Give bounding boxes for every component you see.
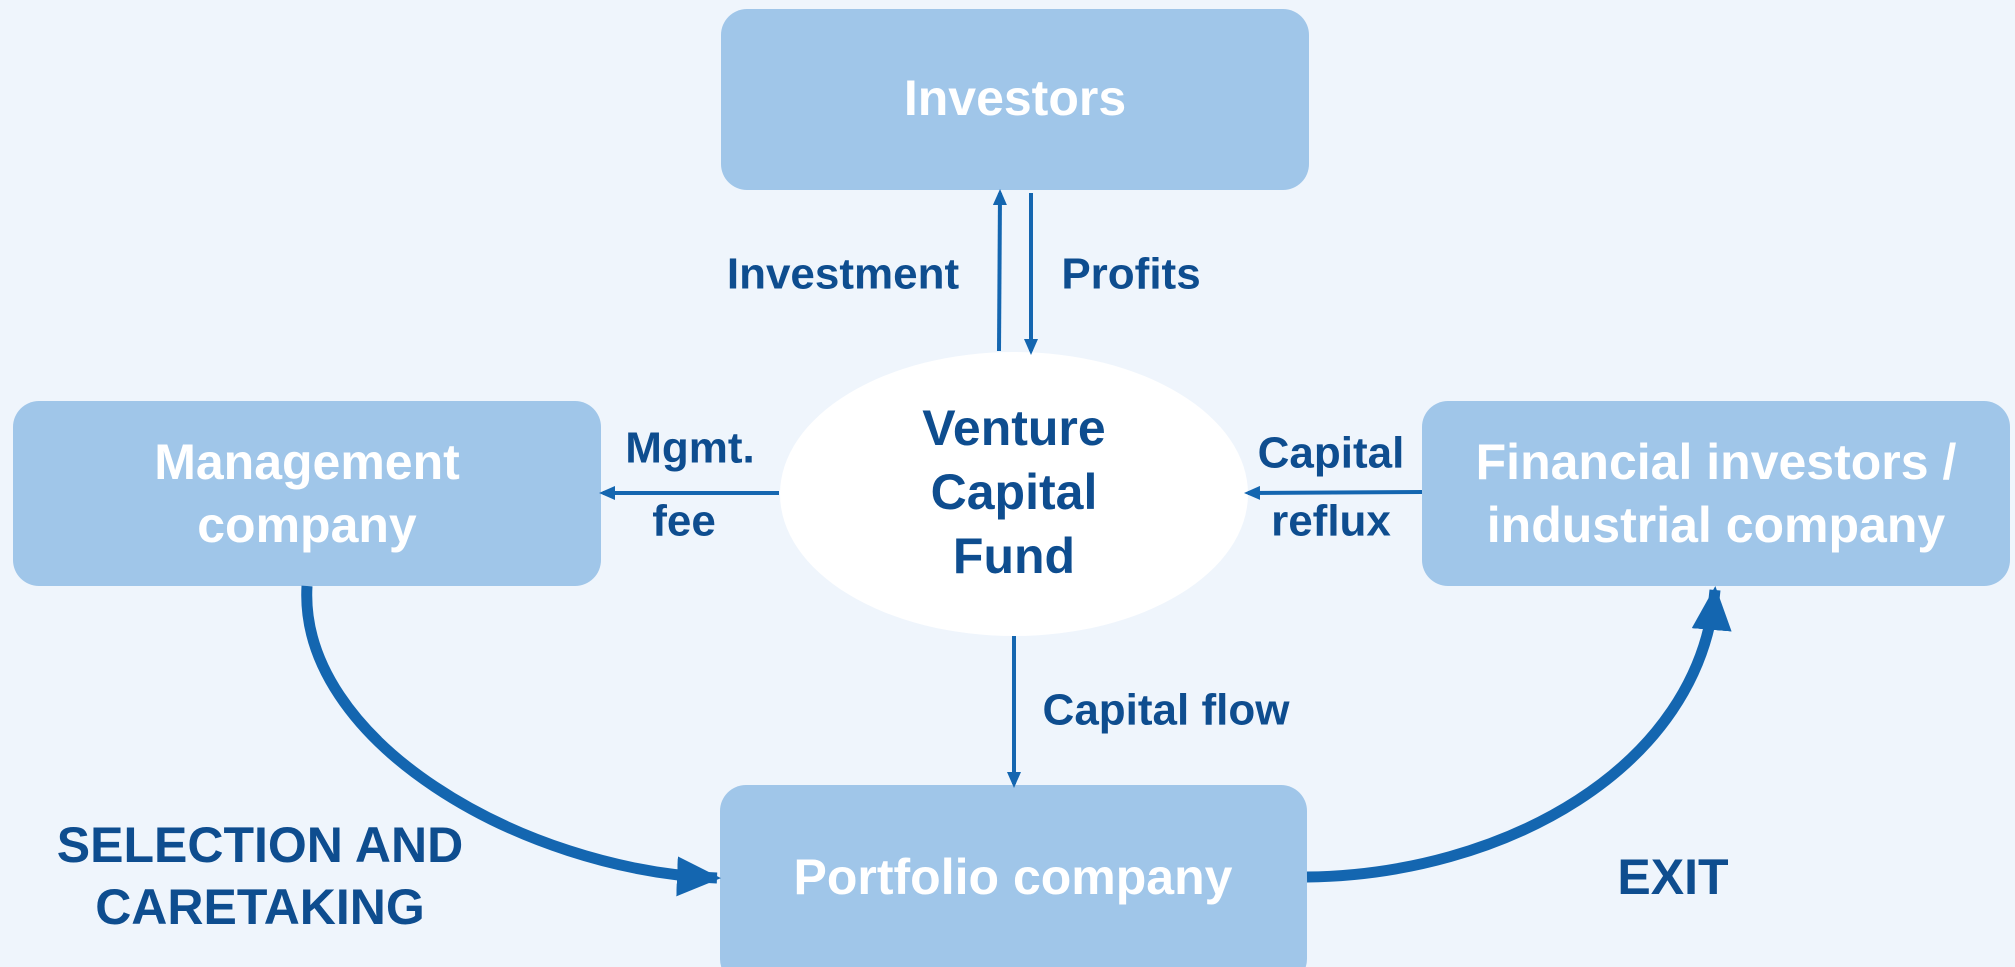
management-box	[13, 401, 601, 586]
financial-label: industrial company	[1487, 497, 1946, 553]
profits-label: Profits	[1061, 250, 1200, 299]
management-label: company	[197, 497, 417, 553]
financial-box	[1422, 401, 2010, 586]
selection-label: SELECTION AND	[57, 817, 464, 873]
investment-label: Investment	[727, 250, 960, 299]
mgmt-fee-label: fee	[652, 497, 716, 546]
financial-label: Financial investors /	[1476, 434, 1957, 490]
selection-arrow	[301, 585, 721, 897]
selection-label: CARETAKING	[95, 879, 425, 935]
fund-label: Fund	[953, 528, 1075, 584]
exit-label: EXIT	[1617, 849, 1728, 905]
management-label: Management	[154, 434, 460, 490]
exit-arrow	[1306, 586, 1732, 883]
mgmt-fee-label: Mgmt.	[625, 424, 755, 473]
portfolio-label: Portfolio company	[794, 849, 1233, 905]
investors-box	[721, 9, 1309, 190]
fund-ellipse	[780, 352, 1248, 636]
fund-label: Venture	[922, 400, 1105, 456]
fund-label: Capital	[931, 464, 1098, 520]
portfolio-box	[720, 785, 1307, 967]
capital-reflux-arrow	[1244, 485, 1423, 500]
capital-reflux-label: Capital	[1258, 429, 1405, 478]
investment-arrow	[992, 189, 1007, 352]
capital-flow-label: Capital flow	[1043, 686, 1291, 735]
capital-reflux-label: reflux	[1271, 497, 1391, 546]
investors-label: Investors	[904, 70, 1126, 126]
